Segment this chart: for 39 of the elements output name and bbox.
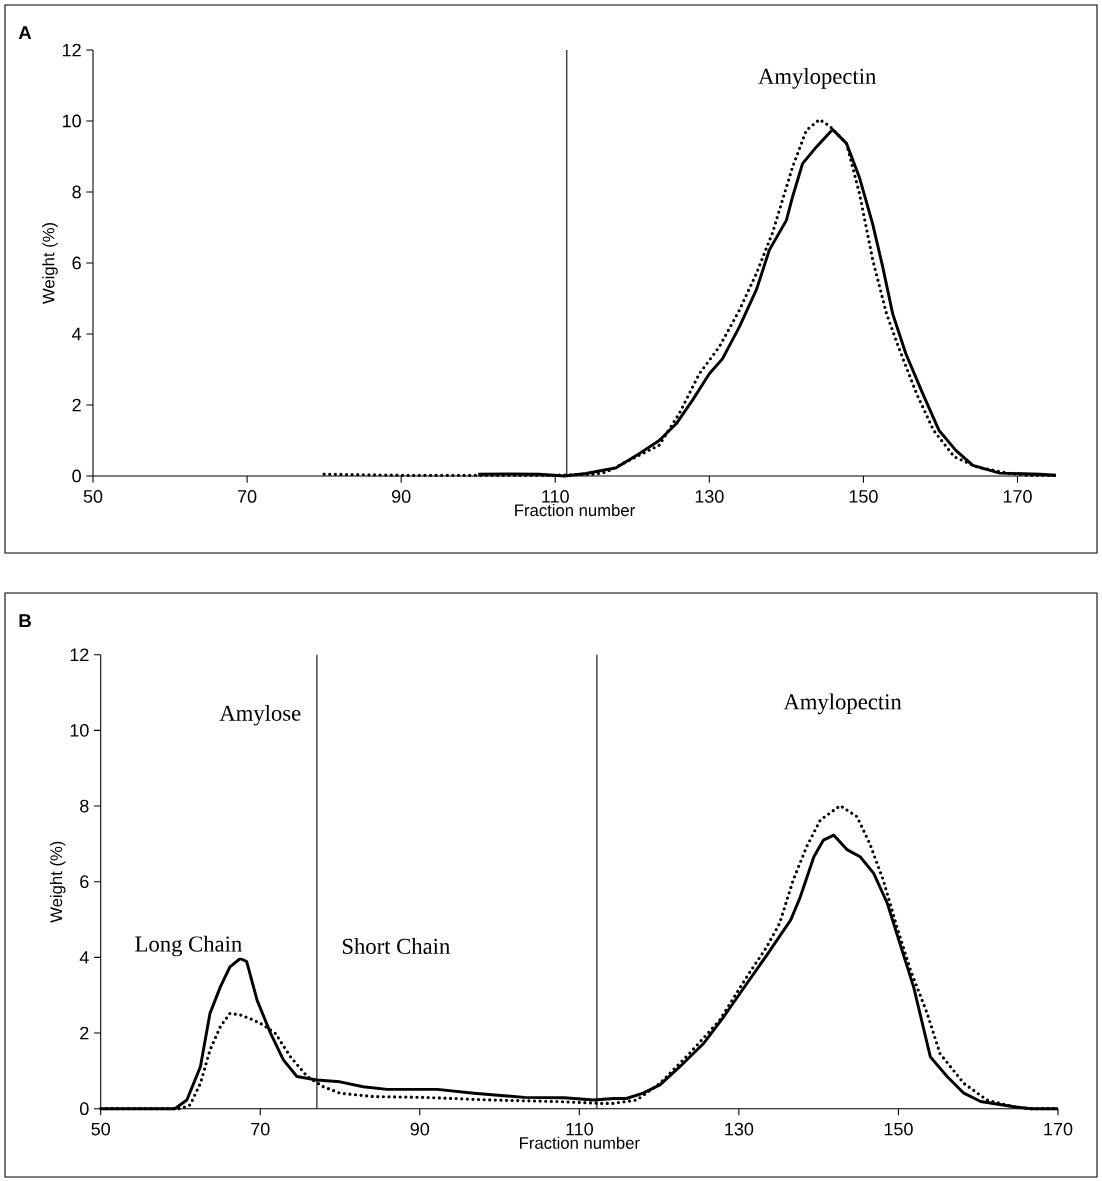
x-tick-label: 150 <box>849 490 878 503</box>
y-tick-label: 4 <box>79 951 89 964</box>
x-tick-label: 50 <box>83 490 103 503</box>
y-tick-label: 6 <box>80 875 89 889</box>
x-tick-label: 110 <box>542 490 569 503</box>
annotation: Amylopectin <box>783 693 902 715</box>
x-tick-label: 150 <box>884 1122 913 1136</box>
y-axis-title: Weight (%) <box>42 222 58 304</box>
chart-title: B <box>19 614 31 628</box>
x-tick-label: 170 <box>1003 490 1032 503</box>
x-tick-label: 90 <box>410 1122 430 1136</box>
x-tick-label: 130 <box>695 490 724 503</box>
y-tick-label: 8 <box>72 185 81 199</box>
y-tick-label: 0 <box>72 469 81 483</box>
y-tick-label: 4 <box>72 327 82 341</box>
annotation: Amylose <box>219 704 301 726</box>
y-tick-label: 10 <box>70 723 89 737</box>
y-tick-label: 2 <box>72 398 81 412</box>
annotation: Long Chain <box>135 935 242 957</box>
x-tick-label: 170 <box>1044 1122 1073 1136</box>
y-axis-title: Weight (%) <box>49 841 66 923</box>
y-tick-label: 8 <box>80 799 89 813</box>
x-axis-title: Fraction number <box>520 1136 640 1149</box>
x-tick-label: 90 <box>391 490 411 503</box>
x-tick-label: 110 <box>566 1122 593 1136</box>
x-tick-label: 70 <box>237 490 257 503</box>
x-axis-title: Fraction number <box>515 503 635 517</box>
x-tick-label: 70 <box>251 1122 270 1136</box>
y-tick-label: 10 <box>62 114 81 128</box>
annotation: Short Chain <box>342 938 450 954</box>
x-tick-label: 50 <box>91 1122 110 1136</box>
y-tick-label: 6 <box>72 256 81 270</box>
y-tick-label: 2 <box>80 1026 89 1040</box>
chart-title: A <box>18 26 32 40</box>
annotation: Amylopectin <box>758 68 877 89</box>
y-tick-label: 12 <box>70 648 89 661</box>
y-tick-label: 12 <box>62 43 81 57</box>
x-tick-label: 130 <box>725 1122 754 1136</box>
y-tick-label: 0 <box>80 1102 89 1116</box>
